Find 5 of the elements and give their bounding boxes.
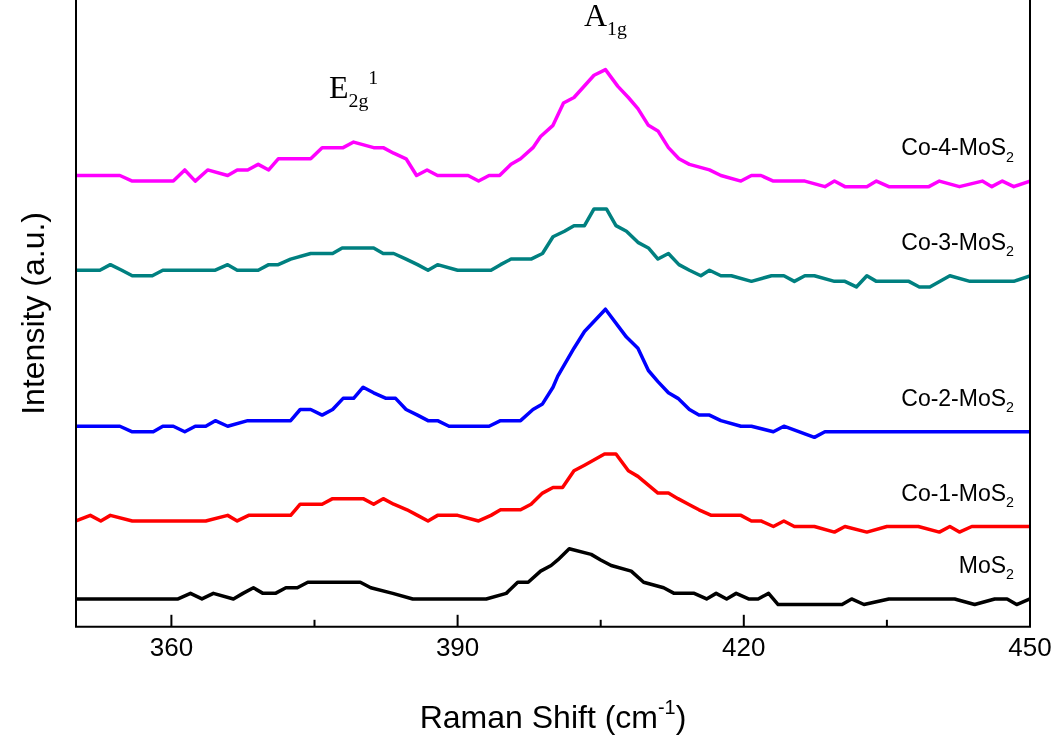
x-tick-label: 450 (1008, 631, 1052, 662)
x-tick-label: 390 (435, 631, 480, 662)
y-axis-title: Intensity (a.u.) (15, 212, 51, 415)
x-tick-label: 360 (149, 631, 194, 662)
x-tick-label: 420 (722, 631, 766, 662)
